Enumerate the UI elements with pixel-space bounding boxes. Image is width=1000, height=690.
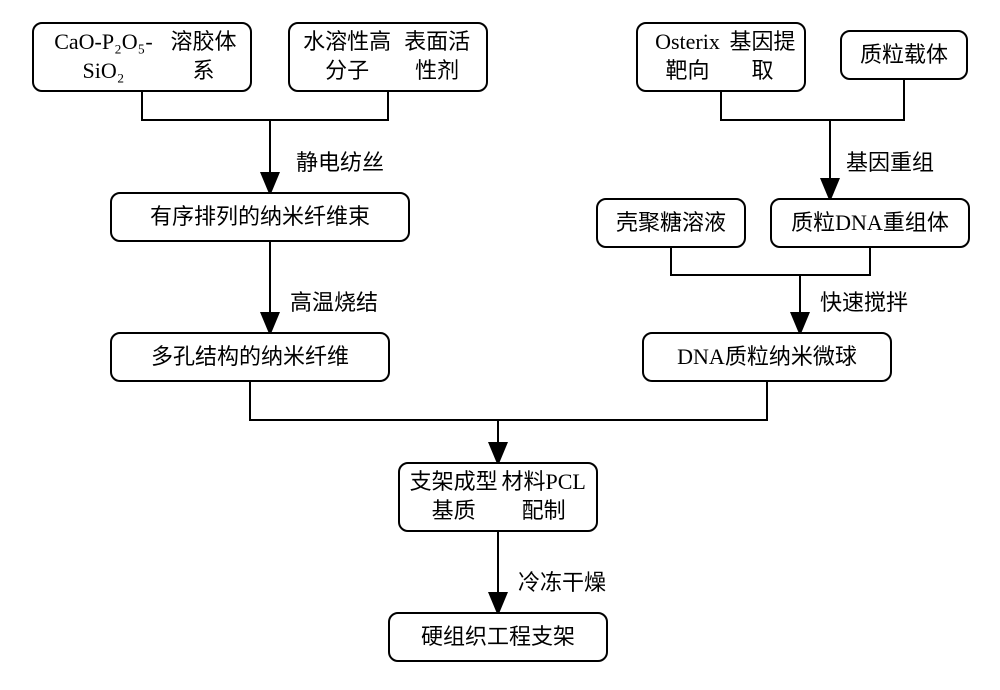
- flowchart-arrow-6: [800, 248, 870, 275]
- flowchart-node-n3: Osterix靶向基因提取: [636, 22, 806, 92]
- flowchart-arrow-7: [250, 382, 498, 462]
- flowchart-edge-label-e1: 静电纺丝: [296, 145, 384, 177]
- flowchart-edge-label-e5: 冷冻干燥: [518, 565, 606, 597]
- flowchart-node-n10: 支架成型基质材料PCL配制: [398, 462, 598, 532]
- flowchart-node-n1: CaO-P₂O₅-SiO₂溶胶体系: [32, 22, 252, 92]
- flowchart-node-n2: 水溶性高分子表面活性剂: [288, 22, 488, 92]
- flowchart-arrow-5: [671, 248, 800, 332]
- flowchart-edge-label-e2: 基因重组: [846, 145, 934, 177]
- flowchart-edge-label-e3: 高温烧结: [290, 285, 378, 317]
- flowchart-node-n4: 质粒载体: [840, 30, 968, 80]
- flowchart-node-n5: 有序排列的纳米纤维束: [110, 192, 410, 242]
- flowchart-node-n8: 多孔结构的纳米纤维: [110, 332, 390, 382]
- flowchart-node-n7: 质粒DNA重组体: [770, 198, 970, 248]
- flowchart-node-n6: 壳聚糖溶液: [596, 198, 746, 248]
- flowchart-edge-label-e4: 快速搅拌: [820, 285, 908, 317]
- flowchart-arrow-0: [142, 92, 270, 192]
- flowchart-arrow-2: [721, 92, 830, 198]
- flowchart-node-n11: 硬组织工程支架: [388, 612, 608, 662]
- flowchart-arrow-1: [270, 92, 388, 120]
- flowchart-arrow-8: [498, 382, 767, 420]
- flowchart-arrow-3: [830, 80, 904, 120]
- flowchart-node-n9: DNA质粒纳米微球: [642, 332, 892, 382]
